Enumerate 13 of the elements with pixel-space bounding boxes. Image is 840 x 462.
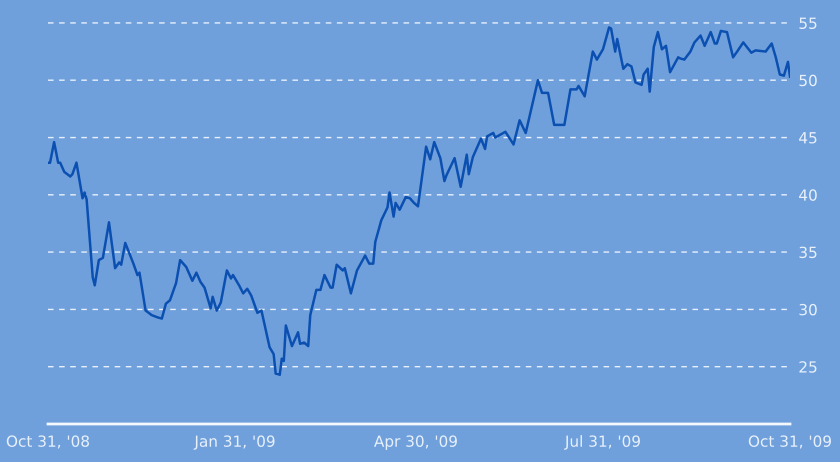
line-series [48, 26, 790, 376]
y-tick-label: 35 [800, 246, 816, 258]
x-tick-label: Oct 31, '09 [748, 435, 831, 448]
y-tick-label: 30 [800, 304, 817, 316]
x-tick-label: Oct 31, '08 [6, 435, 89, 448]
y-tick-label: 50 [800, 74, 817, 86]
x-tick-label: Apr 30, '09 [374, 435, 457, 450]
y-tick-label: 25 [799, 361, 816, 373]
y-tick-label: 55 [800, 18, 816, 29]
x-tick-label: Jan 31, '09 [194, 435, 275, 450]
y-tick-label: 40 [799, 189, 817, 201]
x-tick-label: Jul 31, '09 [564, 435, 640, 450]
y-tick-label: 45 [799, 132, 816, 144]
